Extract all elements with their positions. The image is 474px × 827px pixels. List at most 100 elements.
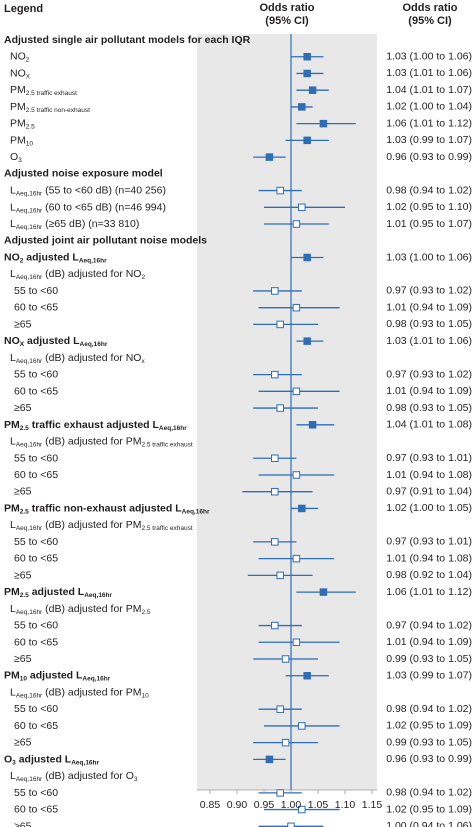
point-marker xyxy=(292,638,301,647)
row-label: LAeq,16hr (55 to <60 dB) (n=40 256) xyxy=(10,184,166,197)
right-ci-header: (95% CI) xyxy=(408,15,452,27)
x-tick-label: 1.10 xyxy=(335,799,356,811)
point-marker xyxy=(303,671,311,680)
row-label: LAeq,16hr (≥65 dB) (n=33 810) xyxy=(10,218,139,231)
point-marker xyxy=(265,755,274,764)
row-label: ≥65 xyxy=(14,569,32,581)
odds-ratio-header: Odds ratio xyxy=(259,2,314,14)
section-header: Adjusted noise exposure model xyxy=(4,168,163,180)
row-label: PM2.5 traffic exhaust xyxy=(10,84,77,97)
point-marker xyxy=(271,538,279,546)
point-marker xyxy=(271,487,279,496)
or-ci-value: 0.96 (0.93 to 0.99) xyxy=(386,151,472,163)
row-label: LAeq,16hr (dB) adjusted for PM10 xyxy=(10,686,149,699)
or-ci-value: 0.98 (0.93 to 1.05) xyxy=(386,318,472,330)
point-marker xyxy=(303,69,311,78)
row-label: ≥65 xyxy=(14,820,32,827)
or-ci-value: 1.01 (0.94 to 1.09) xyxy=(386,301,472,313)
row-label: 60 to <65 xyxy=(14,469,58,481)
point-marker xyxy=(308,421,317,429)
point-marker xyxy=(292,303,301,312)
point-marker xyxy=(303,136,311,145)
row-label: 55 to <60 xyxy=(14,536,58,548)
subgroup-header: PM2.5 adjusted LAeq,16hr xyxy=(4,586,113,599)
or-ci-value: 1.01 (0.94 to 1.09) xyxy=(386,636,472,648)
point-marker xyxy=(292,387,301,396)
point-marker xyxy=(292,471,301,479)
point-marker xyxy=(271,370,279,379)
point-marker xyxy=(271,454,279,462)
point-marker xyxy=(292,220,301,228)
subgroup-header: PM10 adjusted LAeq,16hr xyxy=(4,670,111,683)
or-ci-value: 1.04 (1.01 to 1.07) xyxy=(386,84,472,96)
point-marker xyxy=(298,722,306,730)
row-label: ≥65 xyxy=(14,485,32,497)
section-header: Adjusted joint air pollutant noise model… xyxy=(4,235,207,247)
row-label: PM10 xyxy=(10,134,33,147)
point-marker xyxy=(265,153,274,161)
or-ci-value: 1.02 (1.00 to 1.04) xyxy=(386,101,472,113)
row-label: 55 to <60 xyxy=(14,619,58,631)
row-label: LAeq,16hr (dB) adjusted for PM2.5 traffi… xyxy=(10,519,193,532)
or-ci-value: 1.06 (1.01 to 1.12) xyxy=(386,586,472,598)
row-label: 55 to <60 xyxy=(14,452,58,464)
right-odds-ratio-header: Odds ratio xyxy=(402,2,457,14)
or-ci-value: 0.98 (0.94 to 1.02) xyxy=(386,184,472,196)
point-marker xyxy=(298,103,306,111)
or-ci-value: 1.01 (0.94 to 1.08) xyxy=(386,469,472,481)
row-label: 60 to <65 xyxy=(14,720,58,732)
row-label: PM2.5 xyxy=(10,117,35,130)
row-label: 55 to <60 xyxy=(14,703,58,715)
row-label: ≥65 xyxy=(14,402,32,414)
or-ci-value: 0.96 (0.93 to 0.99) xyxy=(386,753,472,765)
row-label: 55 to <60 xyxy=(14,368,58,380)
row-label: 60 to <65 xyxy=(14,301,58,313)
x-tick-label: 0.95 xyxy=(254,799,275,811)
or-ci-value: 0.97 (0.93 to 1.01) xyxy=(386,536,472,548)
point-marker xyxy=(292,554,301,563)
point-marker xyxy=(281,655,290,663)
or-ci-value: 0.99 (0.93 to 1.05) xyxy=(386,736,472,748)
or-ci-value: 0.98 (0.92 to 1.04) xyxy=(386,569,472,581)
point-marker xyxy=(276,705,284,713)
section-header: Adjusted single air pollutant models for… xyxy=(4,34,251,46)
row-label: LAeq,16hr (dB) adjusted for NO2 xyxy=(10,268,145,281)
subgroup-header: PM2.5 traffic non-exhaust adjusted LAeq,… xyxy=(4,502,210,515)
or-ci-value: 0.97 (0.93 to 1.01) xyxy=(386,452,472,464)
or-ci-value: 1.00 (0.94 to 1.06) xyxy=(386,820,472,827)
or-ci-value: 0.98 (0.94 to 1.02) xyxy=(386,787,472,799)
point-marker xyxy=(276,320,284,329)
x-tick-label: 1.15 xyxy=(362,799,383,811)
row-label: LAeq,16hr (dB) adjusted for O3 xyxy=(10,770,138,783)
row-label: 60 to <65 xyxy=(14,385,58,397)
point-marker xyxy=(303,337,311,345)
or-ci-value: 1.02 (0.95 to 1.09) xyxy=(386,720,472,732)
point-marker xyxy=(276,789,284,797)
x-tick-label: 1.00 xyxy=(281,799,302,811)
or-ci-value: 0.97 (0.91 to 1.04) xyxy=(386,485,472,497)
point-marker xyxy=(298,504,306,513)
point-marker xyxy=(271,621,279,630)
or-ci-value: 1.03 (1.00 to 1.06) xyxy=(386,51,472,63)
subgroup-header: O3 adjusted LAeq,16hr xyxy=(4,753,100,766)
or-ci-value: 1.02 (0.95 to 1.09) xyxy=(386,803,472,815)
or-ci-value: 1.03 (1.00 to 1.06) xyxy=(386,251,472,263)
point-marker xyxy=(308,86,317,94)
subgroup-header: NO2 adjusted LAeq,16hr xyxy=(4,251,107,264)
point-marker xyxy=(298,203,306,212)
plot-panel xyxy=(197,34,377,790)
or-ci-value: 0.97 (0.93 to 1.02) xyxy=(386,285,472,297)
row-label: O3 xyxy=(10,151,22,164)
ci-header: (95% CI) xyxy=(265,15,309,27)
or-ci-value: 1.01 (0.94 to 1.09) xyxy=(386,385,472,397)
row-label: LAeq,16hr (dB) adjusted for PM2.5 traffi… xyxy=(10,435,193,448)
row-label: ≥65 xyxy=(14,653,32,665)
x-tick-label: 0.90 xyxy=(227,799,248,811)
or-ci-value: 1.01 (0.94 to 1.08) xyxy=(386,552,472,564)
row-label: NO2 xyxy=(10,51,30,64)
point-marker xyxy=(303,52,311,61)
or-ci-value: 1.03 (1.01 to 1.06) xyxy=(386,67,472,79)
or-ci-value: 1.01 (0.95 to 1.07) xyxy=(386,218,472,230)
row-label: LAeq,16hr (dB) adjusted for NOx xyxy=(10,352,145,365)
